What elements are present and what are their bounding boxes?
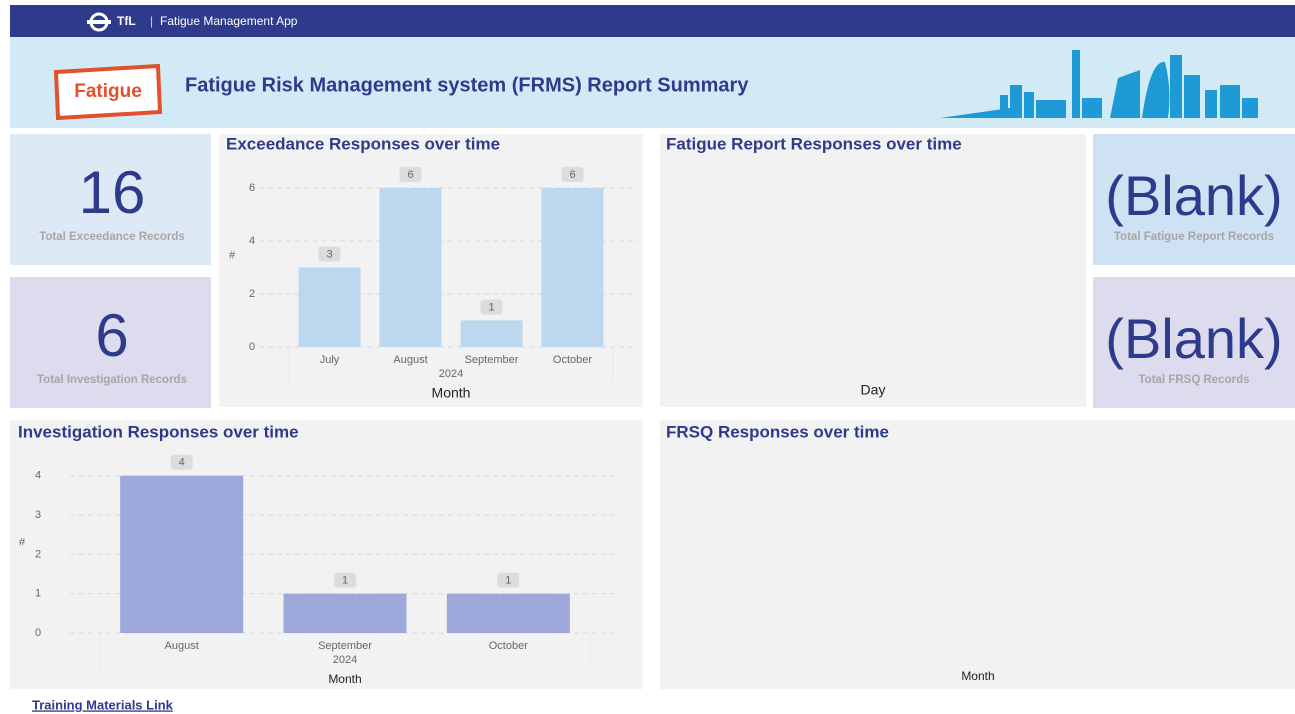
card-label: Total Investigation Records	[37, 374, 187, 386]
y-tick-label: 4	[35, 470, 41, 482]
y-tick-label: 4	[249, 235, 255, 247]
y-tick-label: 0	[35, 627, 41, 639]
bar	[380, 188, 442, 347]
card-label: Total Fatigue Report Records	[1114, 231, 1274, 243]
card-value: 16	[79, 159, 146, 226]
x-tick-label: August	[393, 354, 427, 366]
chart-title: Fatigue Report Responses over time	[666, 134, 962, 153]
card-value: (Blank)	[1105, 307, 1282, 370]
logo-text: Fatigue	[74, 81, 142, 102]
value-label: 3	[326, 248, 332, 260]
bar	[120, 476, 243, 633]
x-axis-label: Month	[432, 385, 471, 401]
chart-title: Exceedance Responses over time	[226, 134, 500, 153]
x-tick-label: August	[165, 640, 199, 652]
bar	[447, 594, 570, 633]
x-group-label: 2024	[333, 654, 357, 666]
value-label: 1	[342, 575, 348, 587]
logo: Fatigue	[56, 66, 160, 118]
x-tick-label: September	[465, 354, 519, 366]
value-label: 4	[179, 457, 185, 469]
x-tick-label: July	[320, 354, 340, 366]
y-tick-label: 1	[35, 588, 41, 600]
x-tick-label: October	[489, 640, 528, 652]
chart-title: FRSQ Responses over time	[666, 422, 889, 441]
chart-title: Investigation Responses over time	[18, 422, 299, 441]
separator: |	[150, 14, 153, 28]
card-value: (Blank)	[1105, 164, 1282, 227]
bar	[542, 188, 604, 347]
brand: TfL	[117, 14, 136, 28]
y-tick-label: 0	[249, 341, 255, 353]
chart-panel	[660, 420, 1295, 689]
card-label: Total Exceedance Records	[39, 231, 185, 243]
card-value: 6	[95, 302, 128, 369]
bar	[299, 267, 361, 347]
y-tick-label: 2	[249, 288, 255, 300]
x-axis-label: Month	[328, 672, 361, 686]
x-axis-label: Month	[961, 669, 994, 683]
banner-title: Fatigue Risk Management system (FRMS) Re…	[185, 74, 749, 96]
y-tick-label: 3	[35, 509, 41, 521]
training-link[interactable]: Training Materials Link	[32, 697, 174, 712]
dashboard: TfL | Fatigue Management App Fatigue Fat…	[0, 0, 1295, 714]
value-label: 6	[569, 169, 575, 181]
y-tick-label: 2	[35, 548, 41, 560]
value-label: 1	[488, 301, 494, 313]
y-axis-label: #	[229, 249, 236, 261]
y-axis-label: #	[19, 536, 26, 548]
card-label: Total FRSQ Records	[1139, 374, 1250, 386]
x-tick-label: October	[553, 354, 592, 366]
value-label: 6	[407, 169, 413, 181]
app-name: Fatigue Management App	[160, 14, 298, 28]
bar	[461, 320, 523, 347]
bar	[284, 594, 407, 633]
y-tick-label: 6	[249, 182, 255, 194]
x-tick-label: September	[318, 640, 372, 652]
page: {"app_bar": {"brand": "TfL", "separator"…	[0, 0, 1295, 714]
x-group-label: 2024	[439, 368, 463, 380]
value-label: 1	[505, 575, 511, 587]
x-axis-label: Day	[861, 382, 886, 398]
chart-panel	[660, 134, 1086, 407]
